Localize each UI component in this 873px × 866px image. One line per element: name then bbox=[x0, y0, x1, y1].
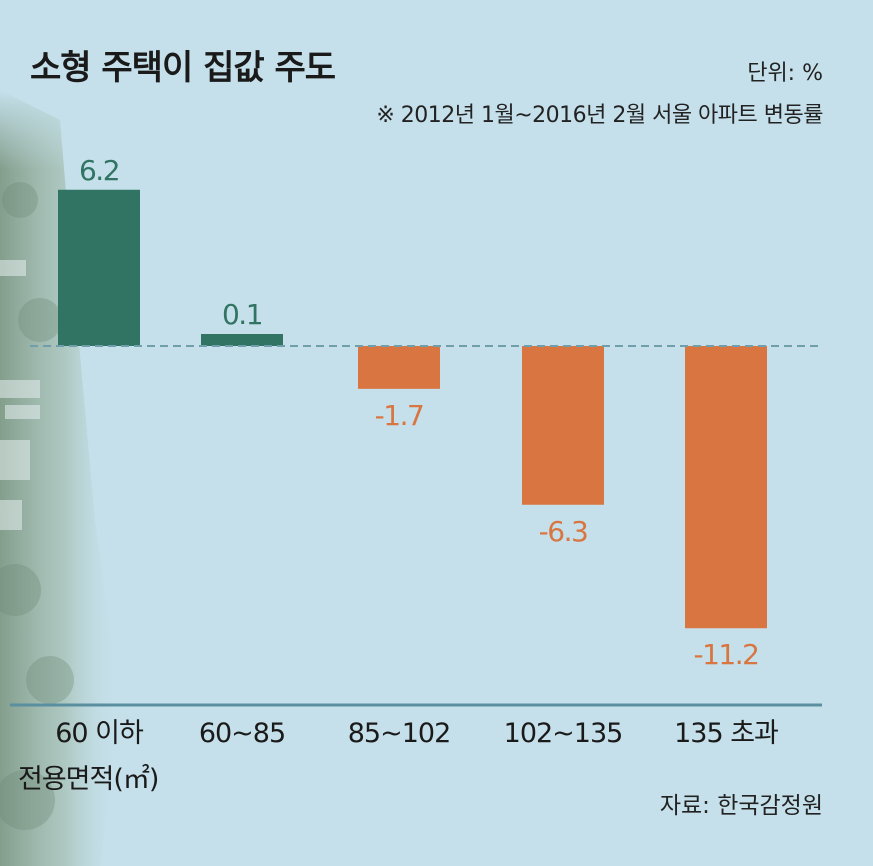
category-label-1: 60 이하 bbox=[55, 718, 144, 749]
category-label-5: 135 초과 bbox=[674, 718, 778, 749]
x-axis-label: 전용면적(㎡) bbox=[18, 764, 159, 795]
bar-1 bbox=[58, 189, 140, 346]
data-label-4: -6.3 bbox=[539, 515, 588, 548]
category-label-3: 85~102 bbox=[348, 718, 451, 749]
data-label-5: -11.2 bbox=[694, 638, 759, 671]
bar-5 bbox=[685, 346, 767, 629]
bar-3 bbox=[358, 346, 440, 389]
bar-2 bbox=[201, 334, 283, 346]
data-label-2: 0.1 bbox=[222, 298, 262, 331]
bar-4 bbox=[522, 346, 604, 505]
footnote: ※ 2012년 1월~2016년 2월 서울 아파트 변동률 bbox=[376, 103, 823, 128]
unit-label: 단위: % bbox=[747, 61, 823, 86]
data-label-1: 6.2 bbox=[79, 154, 119, 187]
category-label-4: 102~135 bbox=[504, 718, 623, 749]
chart-title: 소형 주택이 집값 주도 bbox=[30, 48, 336, 88]
category-label-2: 60~85 bbox=[199, 718, 285, 749]
source-credit: 자료: 한국감정원 bbox=[659, 793, 823, 819]
data-label-3: -1.7 bbox=[375, 399, 424, 432]
